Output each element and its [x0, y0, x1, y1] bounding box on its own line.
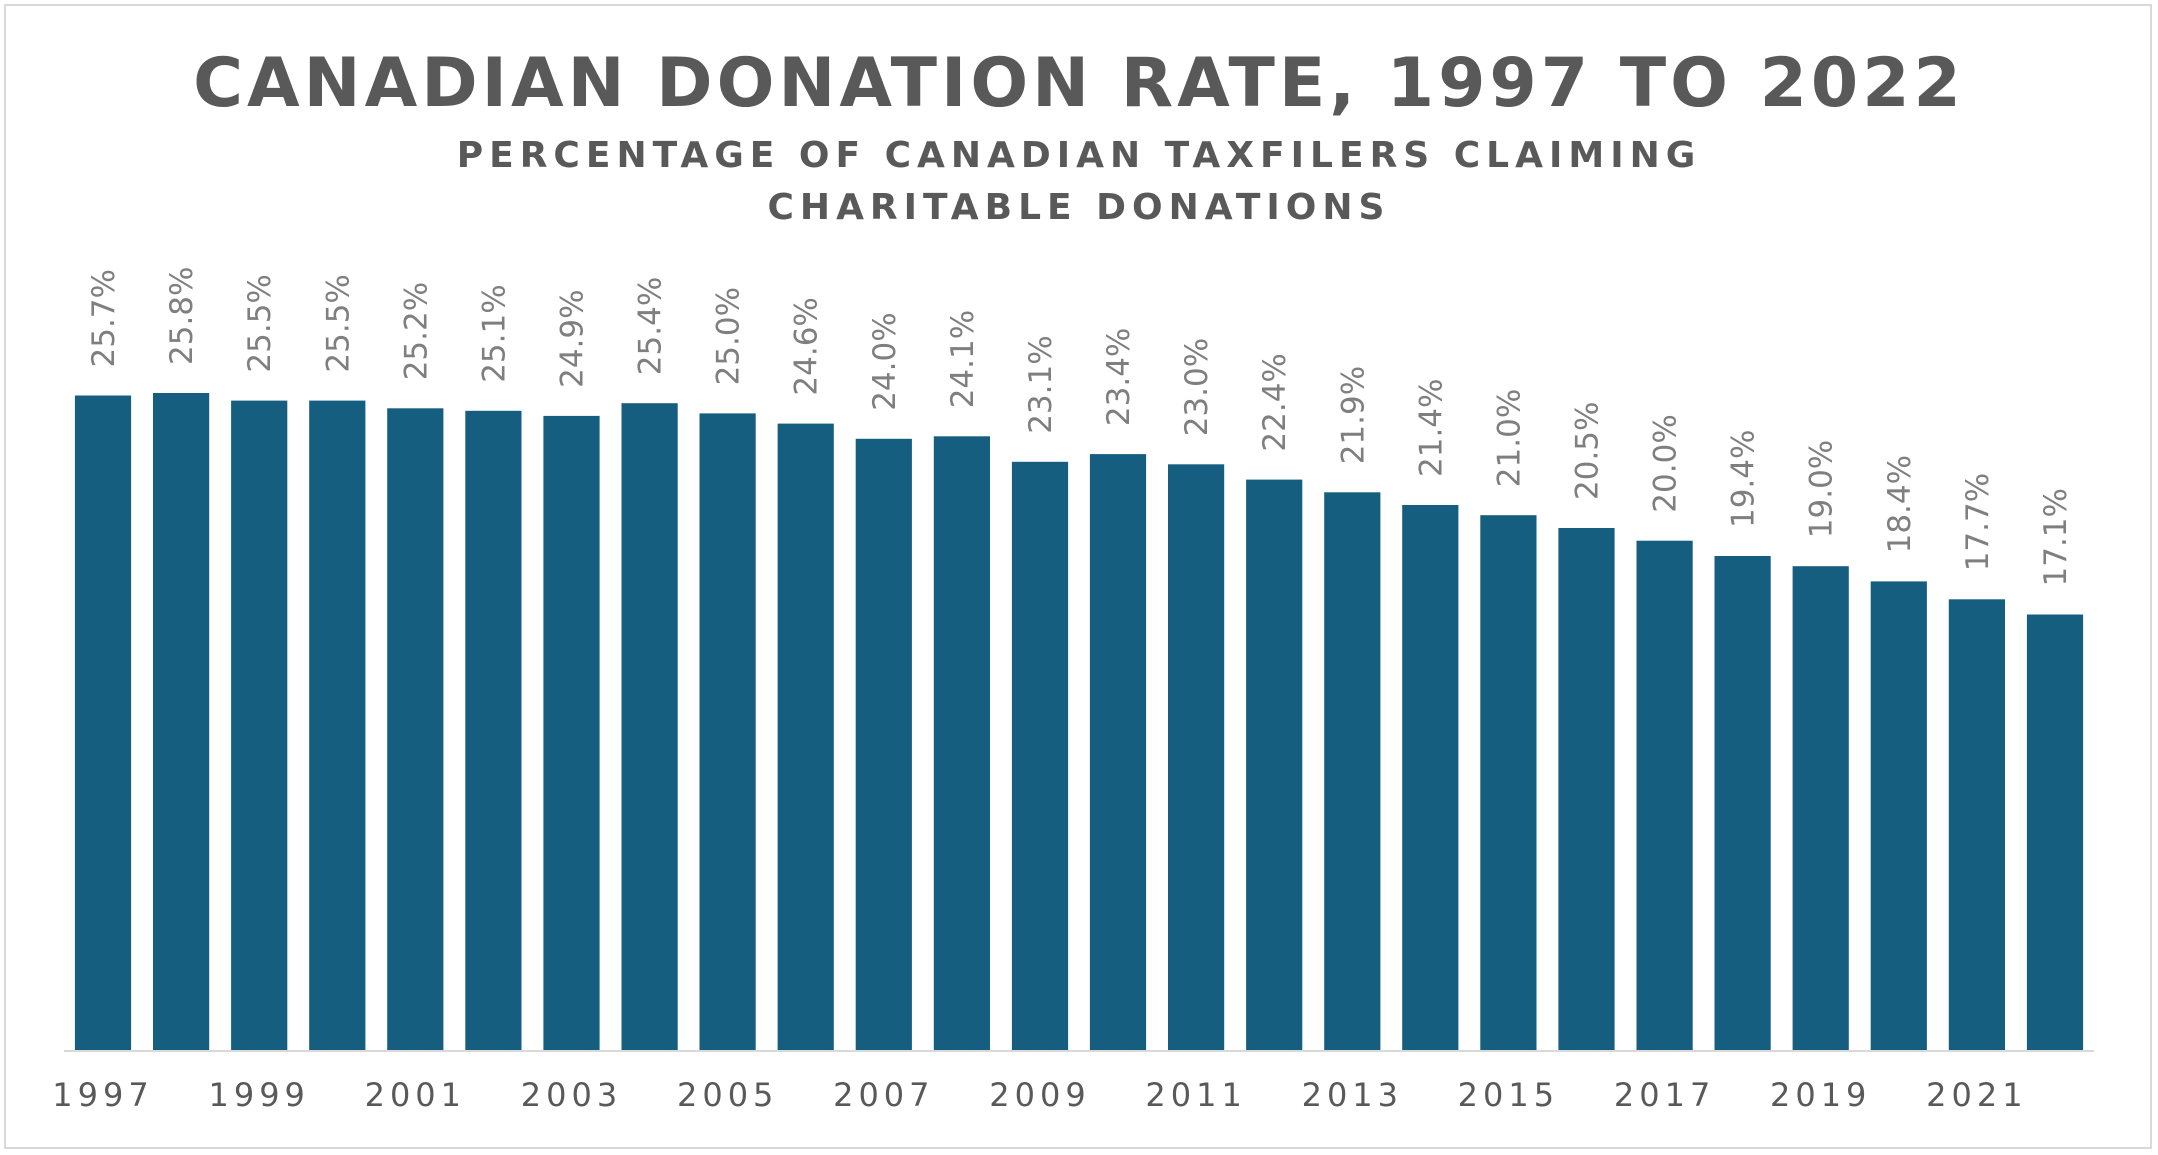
data-label-2021: 17.7%: [1960, 473, 1996, 571]
x-tick-label-2019: 2019: [1770, 1076, 1871, 1114]
data-label-2016: 20.5%: [1570, 402, 1606, 500]
bar-2015: [1480, 515, 1537, 1050]
x-tick-label-1997: 1997: [52, 1076, 153, 1114]
bar-2006: [777, 423, 834, 1051]
x-tick-label-2001: 2001: [365, 1076, 466, 1114]
data-label-2003: 24.9%: [555, 289, 591, 387]
data-label-2018: 19.4%: [1726, 430, 1762, 528]
bar-2008: [933, 436, 990, 1050]
bar-2017: [1636, 540, 1693, 1050]
data-label-1997: 25.7%: [86, 269, 122, 367]
bar-1997: [74, 395, 132, 1050]
x-tick-label-2003: 2003: [521, 1076, 622, 1114]
chart-title: CANADIAN DONATION RATE, 1997 TO 2022: [193, 44, 1965, 123]
data-label-2010: 23.4%: [1101, 328, 1137, 426]
x-tick-label-2021: 2021: [1926, 1076, 2027, 1114]
data-label-2001: 25.2%: [398, 282, 434, 380]
data-label-2002: 25.1%: [476, 284, 512, 382]
data-label-2019: 19.0%: [1804, 440, 1840, 538]
bar-2014: [1402, 505, 1459, 1050]
bar-2009: [1011, 461, 1069, 1050]
x-tick-label-2017: 2017: [1614, 1076, 1715, 1114]
bar-1999: [231, 400, 288, 1051]
bar-2002: [465, 410, 522, 1050]
bar-2019: [1792, 566, 1849, 1050]
x-tick-label-2007: 2007: [833, 1076, 934, 1114]
bar-2005: [699, 413, 756, 1050]
data-label-2009: 23.1%: [1023, 335, 1059, 433]
bar-2012: [1246, 479, 1303, 1051]
value-labels-group: 25.7% 25.8% 25.5% 25.5% 25.2% 25.1% 24.9% 25.4%…: [86, 267, 2074, 587]
data-label-2012: 22.4%: [1257, 353, 1293, 451]
data-label-2015: 21.0%: [1491, 389, 1527, 487]
bar-2000: [309, 400, 366, 1051]
data-label-1998: 25.8%: [164, 267, 200, 365]
data-label-2007: 24.0%: [867, 312, 903, 410]
data-label-2004: 25.4%: [633, 277, 669, 375]
x-tick-labels-group: 1997 1999 2001 2003 2005 2007 2009 2011 2013 2015…: [52, 1076, 2027, 1114]
x-tick-label-2005: 2005: [677, 1076, 778, 1114]
data-label-2017: 20.0%: [1648, 414, 1684, 512]
bars-group: [74, 393, 2084, 1051]
data-label-1999: 25.5%: [242, 274, 278, 372]
data-label-2014: 21.4%: [1413, 379, 1449, 477]
x-tick-label-2015: 2015: [1458, 1076, 1559, 1114]
data-label-2000: 25.5%: [320, 274, 356, 372]
data-label-2005: 25.0%: [711, 287, 747, 385]
bar-2007: [855, 438, 912, 1050]
data-label-2013: 21.9%: [1335, 366, 1371, 464]
bar-2020: [1870, 581, 1927, 1050]
bar-2013: [1324, 492, 1381, 1050]
bar-2022: [2026, 614, 2084, 1050]
bar-2004: [621, 403, 678, 1050]
data-label-2022: 17.1%: [2038, 488, 2074, 586]
chart-subtitle: PERCENTAGE OF CANADIAN TAXFILERS CLAIMIN…: [456, 135, 1702, 228]
x-tick-label-1999: 1999: [208, 1076, 309, 1114]
data-label-2008: 24.1%: [945, 310, 981, 408]
bar-1998: [153, 393, 210, 1050]
bar-2021: [1948, 599, 2005, 1050]
bar-2011: [1168, 464, 1225, 1050]
data-label-2011: 23.0%: [1179, 338, 1215, 436]
bar-2003: [543, 415, 600, 1050]
x-tick-label-2009: 2009: [989, 1076, 1090, 1114]
data-label-2006: 24.6%: [789, 297, 825, 395]
x-tick-label-2013: 2013: [1302, 1076, 1403, 1114]
x-tick-label-2011: 2011: [1145, 1076, 1246, 1114]
bar-2001: [387, 408, 444, 1050]
data-label-2020: 18.4%: [1882, 455, 1918, 553]
bar-2010: [1089, 454, 1147, 1051]
bar-2018: [1714, 556, 1771, 1050]
bar-2016: [1558, 528, 1615, 1050]
